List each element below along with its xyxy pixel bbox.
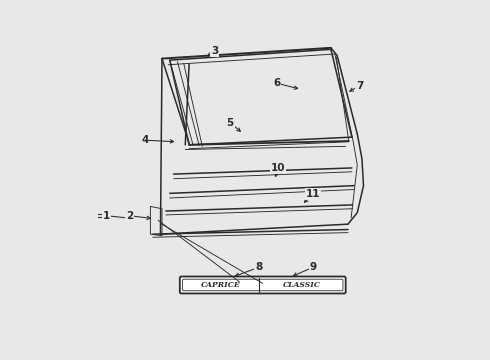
Text: 1: 1: [102, 211, 110, 221]
Text: 2: 2: [126, 211, 133, 221]
Text: 8: 8: [255, 262, 263, 272]
Text: 7: 7: [356, 81, 363, 91]
Text: CLASSIC: CLASSIC: [283, 281, 321, 289]
FancyBboxPatch shape: [180, 276, 345, 293]
Text: 11: 11: [306, 189, 320, 199]
FancyBboxPatch shape: [183, 279, 343, 291]
Text: 9: 9: [310, 262, 317, 272]
Text: CAPRICE: CAPRICE: [200, 281, 240, 289]
Text: 4: 4: [141, 135, 148, 145]
Text: 6: 6: [273, 78, 280, 88]
Text: 3: 3: [211, 46, 219, 56]
Text: 5: 5: [226, 117, 234, 127]
Text: 10: 10: [271, 163, 286, 173]
